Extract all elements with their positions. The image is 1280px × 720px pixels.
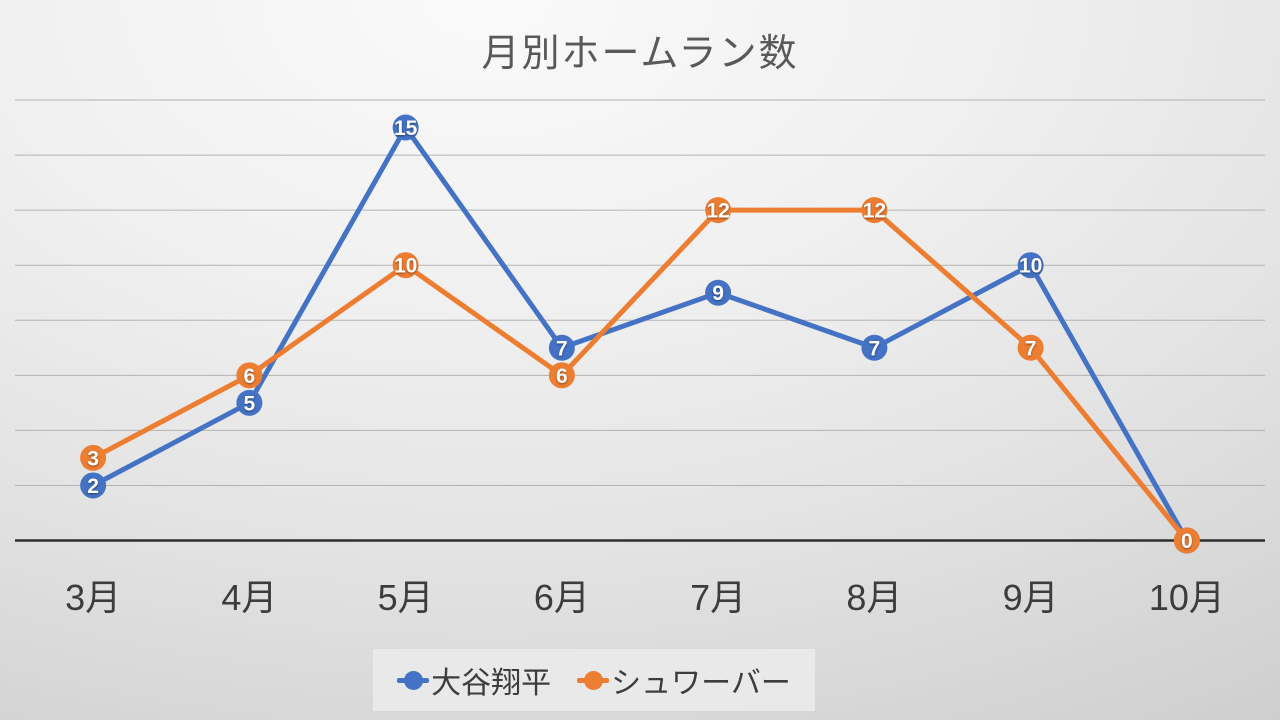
line-marker-icon [397,669,430,691]
data-label: 6 [556,365,568,388]
data-label: 5 [244,392,256,415]
x-axis-label: 3月 [65,577,121,618]
series-1-line [90,207,1190,543]
chart-title: 月別ホームラン数 [481,33,799,75]
series-0-marker [1017,252,1044,279]
series-0-marker [705,279,732,306]
series-0-marker [861,334,888,361]
legend-label-series-1: シュワーバー [611,667,791,700]
series-0-marker [236,389,263,416]
series-0-line [90,125,1190,543]
legend-item-series-0: 大谷翔平 [397,658,551,702]
data-label: 10 [1019,255,1042,278]
x-axis-label: 7月 [690,577,746,618]
series-0-marker [548,334,575,361]
data-label: 3 [87,447,99,470]
data-label: 7 [869,337,881,360]
x-axis-label: 8月 [846,577,902,618]
x-axis-label: 10月 [1149,577,1225,618]
legend-label-series-0: 大谷翔平 [431,667,552,700]
data-label: 7 [556,337,568,360]
legend-item-series-1: シュワーバー [577,658,791,702]
data-label: 12 [706,200,729,223]
data-label: 2 [87,475,99,498]
data-label: 7 [1025,337,1037,360]
series-1-marker [861,197,888,224]
series-1-marker [1173,527,1200,554]
data-label: 6 [244,365,256,388]
data-label: 10 [394,255,417,278]
series-1-marker [548,362,575,389]
x-axis-label: 9月 [1003,577,1059,618]
x-axis-label: 5月 [378,577,434,618]
chart-legend: 大谷翔平 シュワーバー [373,649,815,711]
series-1-marker [705,197,732,224]
series-1-marker [236,362,263,389]
series-0-marker [392,114,419,141]
series-1-marker [1017,334,1044,361]
data-label: 0 [1181,530,1193,553]
data-label: 12 [863,200,886,223]
series-1-marker [392,252,419,279]
series-1-marker [80,444,107,471]
line-marker-icon [577,669,610,691]
x-axis-label: 4月 [221,577,277,618]
data-label: 15 [394,117,418,140]
series-0-marker [80,472,107,499]
x-axis-label: 6月 [534,577,590,618]
data-label: 9 [712,282,724,305]
